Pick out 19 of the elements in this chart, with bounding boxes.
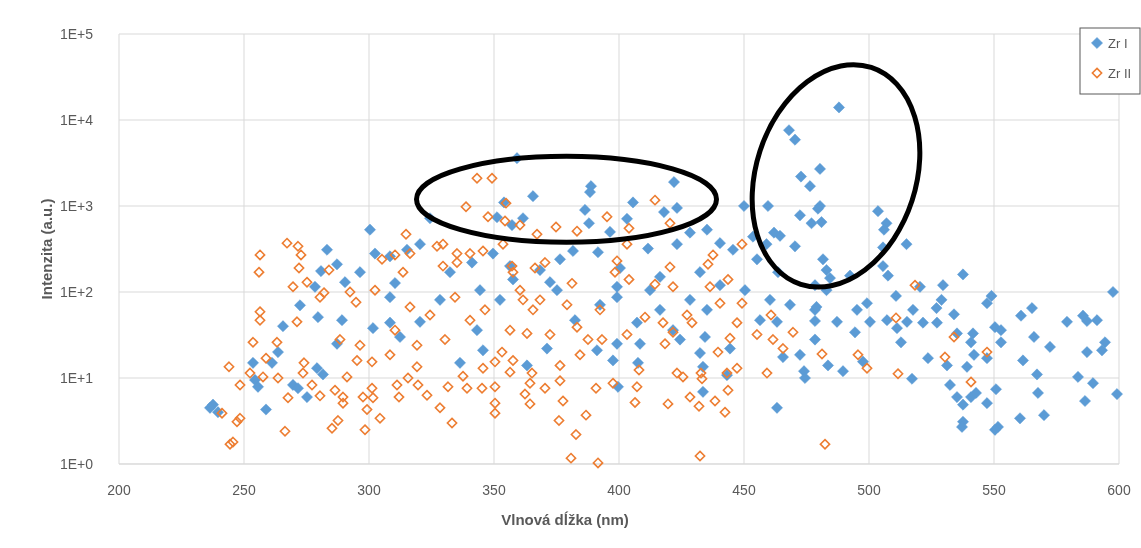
- y-tick-label: 1E+0: [59, 455, 94, 472]
- x-axis-title: Vlnová dĺžka (nm): [501, 511, 629, 529]
- x-tick-label: 550: [982, 481, 1006, 498]
- x-tick-label: 350: [482, 481, 506, 498]
- x-tick-label: 600: [1107, 481, 1131, 498]
- y-tick-label: 1E+4: [59, 111, 94, 128]
- x-tick-label: 500: [857, 481, 881, 498]
- legend-label: Zr II: [1108, 65, 1132, 81]
- x-tick-label: 400: [607, 481, 631, 498]
- y-tick-label: 1E+1: [59, 369, 94, 386]
- x-tick-label: 200: [107, 481, 131, 498]
- x-tick-label: 250: [232, 481, 256, 498]
- x-tick-label: 300: [357, 481, 381, 498]
- y-tick-label: 1E+3: [59, 197, 94, 214]
- x-tick-label: 450: [732, 481, 756, 498]
- legend-label: Zr I: [1108, 35, 1128, 51]
- y-tick-label: 1E+2: [59, 283, 94, 300]
- y-tick-label: 1E+5: [59, 25, 94, 42]
- y-axis-title: Intenzita (a.u.): [38, 198, 56, 300]
